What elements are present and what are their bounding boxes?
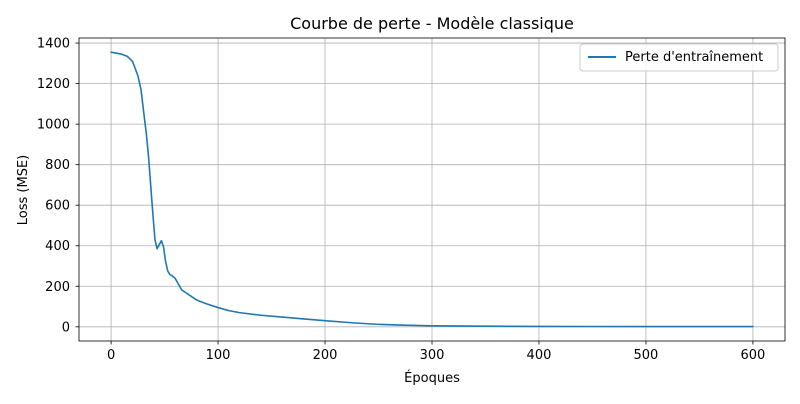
y-tick-label: 1400 (37, 37, 70, 52)
y-tick-label: 800 (45, 158, 70, 173)
series-line-training-loss (110, 51, 754, 328)
x-tick-label: 0 (107, 348, 115, 363)
y-tick-label: 600 (45, 199, 70, 214)
x-tick-label: 200 (313, 348, 338, 363)
x-tick-label: 400 (527, 348, 552, 363)
chart-title: Courbe de perte - Modèle classique (290, 14, 574, 33)
x-tick-label: 100 (206, 348, 231, 363)
legend-box (579, 43, 779, 72)
axis-ticks: 0 100 200 300 400 500 600 0 200 400 600 800 1000 1200… (37, 37, 765, 363)
x-tick-label: 300 (420, 348, 445, 363)
legend-label: Perte d'entraînement (625, 50, 763, 65)
y-tick-label: 200 (45, 280, 70, 295)
y-tick-label: 1000 (37, 118, 70, 133)
y-axis-label: Loss (MSE) (16, 155, 31, 225)
grid-lines (79, 38, 785, 341)
y-tick-label: 400 (45, 239, 70, 254)
x-axis-label: Époques (404, 370, 460, 386)
y-tick-label: 0 (62, 320, 70, 335)
series-lines (110, 51, 754, 328)
x-tick-label: 600 (740, 348, 765, 363)
x-tick-label: 500 (634, 348, 659, 363)
legend: Perte d'entraînement (579, 43, 779, 72)
y-tick-label: 1200 (37, 77, 70, 92)
